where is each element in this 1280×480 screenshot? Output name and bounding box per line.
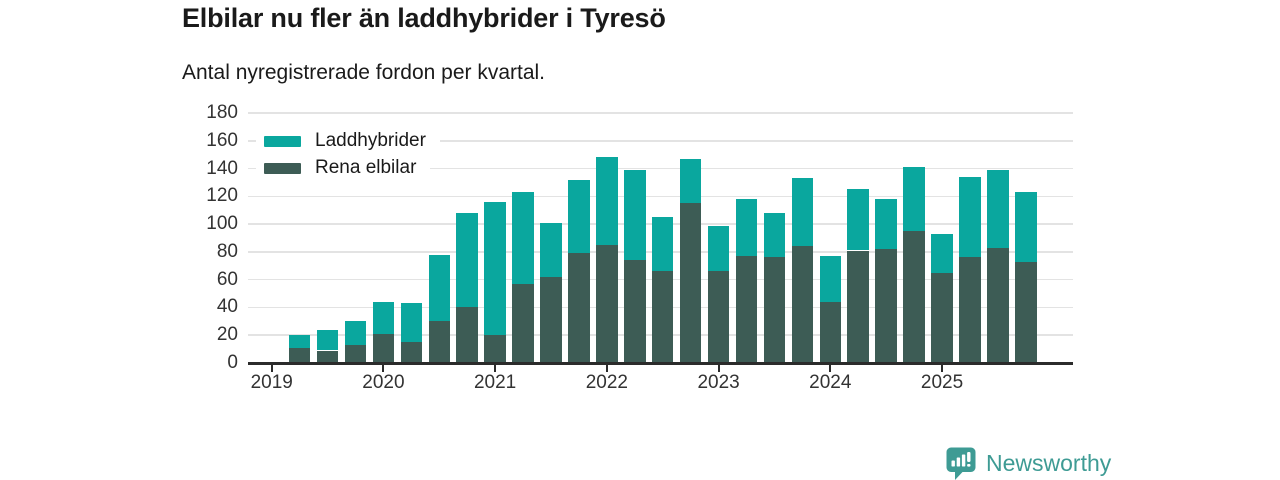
bar-segment-laddhybrider: [428, 254, 451, 322]
bar-segment-rena-elbilar: [651, 271, 674, 363]
bar-segment-laddhybrider: [484, 201, 506, 336]
bar-segment-rena-elbilar: [987, 247, 1009, 363]
bar-segment-rena-elbilar: [624, 260, 646, 363]
bar-segment-laddhybrider: [707, 225, 730, 272]
bar-segment-laddhybrider: [819, 256, 842, 302]
y-axis-label: 60: [216, 268, 238, 290]
bar-segment-laddhybrider: [344, 321, 367, 345]
bar-segment-rena-elbilar: [959, 257, 981, 363]
bar-segment-rena-elbilar: [568, 253, 590, 363]
x-axis-label: 2025: [920, 372, 964, 393]
legend-label-rena-elbilar: Rena elbilar: [315, 157, 417, 178]
bar-segment-rena-elbilar: [484, 335, 506, 363]
bar-segment-laddhybrider: [540, 222, 562, 277]
bar-segment-laddhybrider: [847, 189, 869, 251]
legend-swatch-laddhybrider: [264, 135, 301, 147]
bar-segment-rena-elbilar: [763, 257, 786, 363]
bar-segment-laddhybrider: [316, 329, 339, 351]
y-axis-label: 80: [216, 240, 238, 262]
bar-segment-rena-elbilar: [707, 271, 730, 363]
chart-title: Elbilar nu fler än laddhybrider i Tyresö: [182, 3, 666, 33]
x-axis-label: 2022: [585, 372, 628, 393]
y-axis-label: 140: [206, 157, 238, 179]
newsworthy-brand: Newsworthy: [946, 447, 1111, 480]
bar-segment-rena-elbilar: [847, 250, 869, 363]
x-axis-tick: [829, 364, 832, 372]
x-axis-label: 2024: [809, 372, 852, 393]
chart-subtitle: Antal nyregistrerade fordon per kvartal.: [182, 61, 546, 84]
plot-area: 0 20 40 60 80 100 120 140 160 180 2019 2020 2021 2022…: [206, 103, 1073, 393]
newsworthy-brand-text: Newsworthy: [986, 450, 1112, 476]
bar-segment-rena-elbilar: [735, 256, 758, 363]
x-axis-label: 2023: [697, 372, 740, 393]
newsworthy-logo-icon: [946, 447, 977, 480]
bar-segment-laddhybrider: [875, 199, 897, 250]
gridline: [248, 195, 1073, 198]
bar-segment-rena-elbilar: [819, 301, 842, 363]
bar-segment-laddhybrider: [1015, 192, 1037, 262]
legend-item-laddhybrider: Laddhybrider: [256, 127, 440, 155]
bar-segment-laddhybrider: [372, 301, 395, 334]
y-axis-label: 180: [206, 102, 238, 123]
gridline: [248, 167, 1073, 170]
bar-segment-rena-elbilar: [679, 203, 702, 363]
gridline: [248, 112, 1073, 114]
bar-segment-rena-elbilar: [540, 276, 562, 363]
bar-segment-laddhybrider: [959, 176, 981, 258]
bar-segment-rena-elbilar: [372, 333, 395, 363]
bar-segment-rena-elbilar: [288, 347, 311, 363]
x-axis-tick: [717, 364, 720, 372]
y-axis-label: 120: [206, 185, 238, 207]
x-axis-label: 2020: [362, 372, 405, 393]
bar-segment-rena-elbilar: [428, 321, 451, 363]
bar-segment-rena-elbilar: [344, 344, 367, 363]
bar-segment-rena-elbilar: [596, 244, 618, 363]
gridline: [248, 140, 1073, 142]
bar-segment-laddhybrider: [763, 213, 786, 258]
x-axis-tick: [941, 364, 944, 372]
bar-segment-rena-elbilar: [791, 246, 814, 363]
x-axis-tick: [494, 364, 497, 372]
bar-segment-laddhybrider: [568, 179, 590, 254]
legend-label-laddhybrider: Laddhybrider: [315, 130, 426, 151]
y-axis-label: 40: [216, 296, 238, 318]
x-axis-label: 2021: [473, 372, 517, 393]
bar-segment-laddhybrider: [512, 192, 534, 284]
bar-segment-rena-elbilar: [400, 342, 423, 363]
bar-segment-rena-elbilar: [875, 249, 897, 363]
bar-segment-rena-elbilar: [316, 350, 339, 363]
bar-segment-laddhybrider: [288, 335, 311, 348]
y-axis-label: 100: [206, 213, 238, 235]
bar-segment-laddhybrider: [400, 303, 423, 343]
x-axis-tick: [605, 364, 608, 372]
bar-segment-laddhybrider: [456, 213, 478, 308]
x-axis-label: 2019: [250, 372, 293, 393]
bar-segment-laddhybrider: [987, 169, 1009, 248]
y-axis-label: 160: [206, 129, 238, 151]
legend-item-rena-elbilar: Rena elbilar: [256, 154, 431, 182]
bar-segment-laddhybrider: [596, 157, 618, 245]
x-axis-tick: [382, 364, 385, 372]
bar-segment-laddhybrider: [735, 199, 758, 257]
bar-segment-laddhybrider: [791, 178, 814, 247]
bar-segment-laddhybrider: [651, 217, 674, 272]
bar-segment-laddhybrider: [931, 233, 953, 273]
legend-swatch-rena-elbilar: [264, 162, 301, 174]
bar-segment-rena-elbilar: [512, 283, 534, 363]
y-axis-label: 20: [216, 324, 238, 346]
bar-segment-laddhybrider: [903, 167, 925, 232]
y-axis-label: 0: [227, 352, 238, 373]
bar-segment-rena-elbilar: [903, 231, 925, 363]
bar-segment-rena-elbilar: [456, 307, 478, 363]
bar-segment-rena-elbilar: [931, 272, 953, 363]
bar-segment-laddhybrider: [624, 169, 646, 261]
x-axis-line: [248, 362, 1073, 365]
bar-segment-rena-elbilar: [1015, 261, 1037, 363]
x-axis-tick: [270, 364, 273, 372]
bar-segment-laddhybrider: [679, 158, 702, 204]
